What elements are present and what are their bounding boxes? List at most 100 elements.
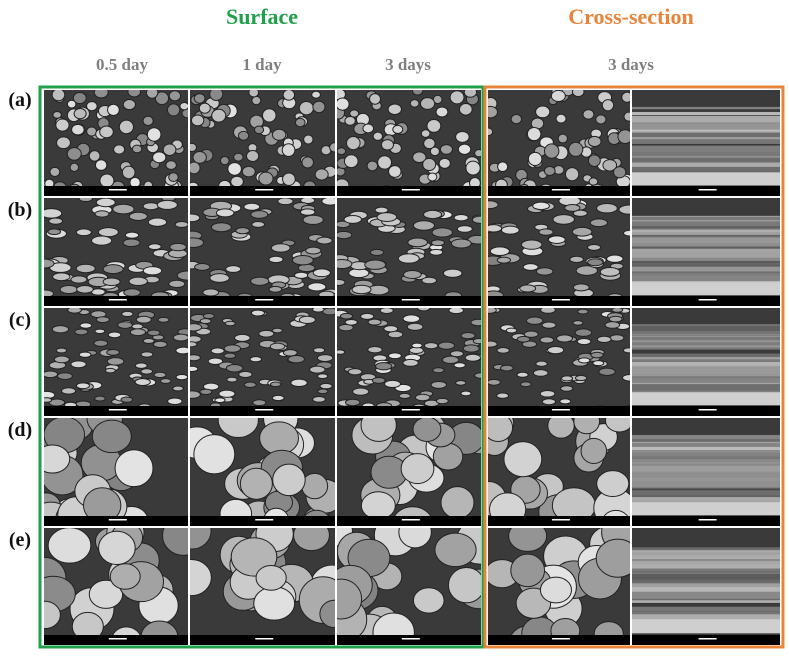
texture	[344, 319, 358, 326]
micrograph	[488, 198, 630, 306]
texture	[321, 198, 335, 206]
texture	[142, 266, 163, 276]
texture	[437, 341, 456, 350]
scale-bar	[551, 409, 570, 411]
scale-bar	[401, 409, 420, 411]
info-bar	[632, 516, 780, 526]
texture	[366, 160, 379, 172]
substrate	[632, 282, 780, 296]
texture	[426, 118, 442, 133]
texture	[316, 373, 329, 379]
texture	[632, 475, 780, 483]
texture	[121, 310, 134, 318]
texture	[470, 318, 481, 327]
micrograph	[190, 198, 335, 306]
texture	[568, 141, 584, 157]
texture	[102, 264, 124, 275]
texture	[519, 381, 532, 388]
texture	[124, 231, 140, 239]
texture	[224, 320, 236, 327]
scale-bar	[255, 519, 274, 521]
texture	[532, 369, 549, 377]
texture	[79, 322, 93, 329]
texture	[215, 208, 235, 218]
texture	[500, 364, 514, 372]
info-bar	[190, 406, 335, 416]
texture	[632, 272, 780, 279]
texture	[605, 418, 630, 433]
texture	[307, 282, 327, 292]
texture	[555, 113, 567, 124]
texture	[44, 258, 55, 269]
micrograph	[44, 198, 188, 306]
texture	[76, 285, 94, 294]
scale-bar	[108, 638, 127, 640]
texture	[190, 323, 203, 332]
texture	[294, 117, 306, 128]
texture	[547, 418, 575, 439]
texture	[91, 235, 113, 246]
texture	[632, 106, 780, 110]
texture	[455, 380, 467, 386]
texture	[543, 165, 556, 176]
texture	[564, 203, 581, 212]
texture	[632, 361, 780, 365]
info-bar	[632, 635, 780, 645]
texture	[497, 161, 509, 172]
texture	[402, 358, 419, 367]
texture	[539, 576, 572, 604]
micrograph	[44, 528, 188, 645]
texture	[250, 309, 265, 317]
texture	[632, 246, 780, 251]
info-bar	[337, 406, 481, 416]
texture	[550, 90, 566, 103]
texture	[248, 90, 260, 98]
texture	[387, 103, 402, 116]
texture	[429, 248, 444, 256]
micrograph	[632, 528, 780, 645]
micrograph	[44, 308, 188, 416]
texture	[632, 123, 780, 130]
texture	[496, 347, 510, 354]
texture	[632, 368, 780, 375]
micrograph	[488, 308, 630, 416]
texture	[316, 354, 334, 362]
scale-bar	[108, 189, 127, 191]
texture	[632, 259, 780, 264]
texture	[225, 364, 244, 373]
texture	[587, 258, 604, 267]
texture	[312, 308, 325, 313]
texture	[541, 398, 557, 406]
texture	[618, 204, 630, 215]
texture	[172, 385, 184, 392]
texture	[407, 237, 428, 248]
texture	[397, 253, 420, 264]
texture	[134, 378, 151, 386]
micrograph	[44, 418, 188, 526]
micrograph	[337, 308, 481, 416]
texture	[596, 470, 630, 498]
texture	[299, 208, 316, 216]
micrograph	[632, 418, 780, 526]
texture	[70, 275, 88, 284]
texture	[632, 586, 780, 593]
texture	[429, 146, 440, 157]
texture	[535, 360, 548, 367]
texture	[337, 578, 363, 620]
texture	[329, 142, 335, 153]
texture	[632, 380, 780, 384]
texture	[78, 198, 94, 203]
texture	[383, 325, 399, 333]
texture	[226, 376, 238, 383]
texture	[234, 333, 251, 342]
texture	[632, 374, 780, 382]
scale-bar	[255, 638, 274, 640]
texture	[409, 99, 420, 108]
texture	[122, 99, 136, 111]
texture	[538, 228, 554, 236]
texture	[210, 222, 232, 233]
texture	[223, 352, 237, 359]
texture	[322, 308, 335, 316]
texture	[632, 440, 780, 446]
texture	[253, 125, 265, 135]
